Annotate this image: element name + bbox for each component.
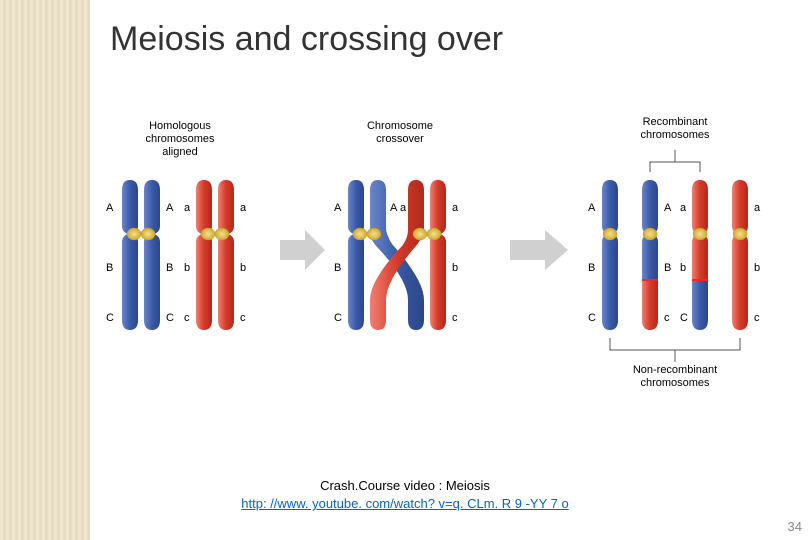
p1-al: A (106, 202, 113, 214)
page-number: 34 (788, 519, 802, 534)
p2-al: b (452, 262, 458, 274)
p3-al: B (664, 262, 671, 274)
p1-al: c (184, 312, 190, 324)
p1-al: b (184, 262, 190, 274)
p1-al: B (166, 262, 173, 274)
p1-al: b (240, 262, 246, 274)
p1-al: a (184, 202, 190, 214)
arrow-1 (280, 230, 325, 270)
p2-al: A (334, 202, 341, 214)
bracket-top (650, 150, 700, 172)
p2-al: a (400, 202, 406, 214)
p2-al: B (334, 262, 341, 274)
bracket-bottom (610, 338, 740, 362)
p3-col1 (602, 180, 618, 330)
p3-al: A (588, 202, 595, 214)
p3-al: c (664, 312, 670, 324)
p3-col4 (732, 180, 748, 330)
sidebar-stripe (0, 0, 90, 540)
p1-blue-chromosome (122, 180, 160, 330)
p2-red-right (427, 180, 446, 330)
p1-al: B (106, 262, 113, 274)
page-title: Meiosis and crossing over (110, 20, 503, 59)
p3-label: Recombinantchromosomes (610, 116, 740, 142)
p1-al: A (166, 202, 173, 214)
p3-al: a (680, 202, 686, 214)
p3-al: C (680, 312, 688, 324)
p1-red-chromosome (196, 180, 234, 330)
p2-label: Chromosomecrossover (340, 120, 460, 146)
diagram-area: Homologouschromosomesaligned Chromosomec… (90, 120, 810, 420)
p3-col3 (692, 180, 708, 330)
video-link[interactable]: http: //www. youtube. com/watch? v=q. CL… (241, 496, 568, 511)
arrow-2 (510, 230, 568, 270)
p1-al: C (106, 312, 114, 324)
p1-al: C (166, 312, 174, 324)
p2-blue-left (348, 180, 367, 330)
p3-al: c (754, 312, 760, 324)
caption-label: Crash.Course video : Meiosis (0, 478, 810, 493)
p3-al: a (754, 202, 760, 214)
p1-al: c (240, 312, 246, 324)
nonrec-label: Non-recombinantchromosomes (600, 364, 750, 390)
p1-label: Homologouschromosomesaligned (110, 120, 250, 160)
p2-al: a (452, 202, 458, 214)
p2-al: c (452, 312, 458, 324)
p3-al: A (664, 202, 671, 214)
p1-al: a (240, 202, 246, 214)
p3-al: b (680, 262, 686, 274)
p2-al: A (390, 202, 397, 214)
p3-al: b (754, 262, 760, 274)
p3-al: C (588, 312, 596, 324)
p3-col2 (642, 180, 658, 330)
p2-al: C (334, 312, 342, 324)
p3-al: B (588, 262, 595, 274)
